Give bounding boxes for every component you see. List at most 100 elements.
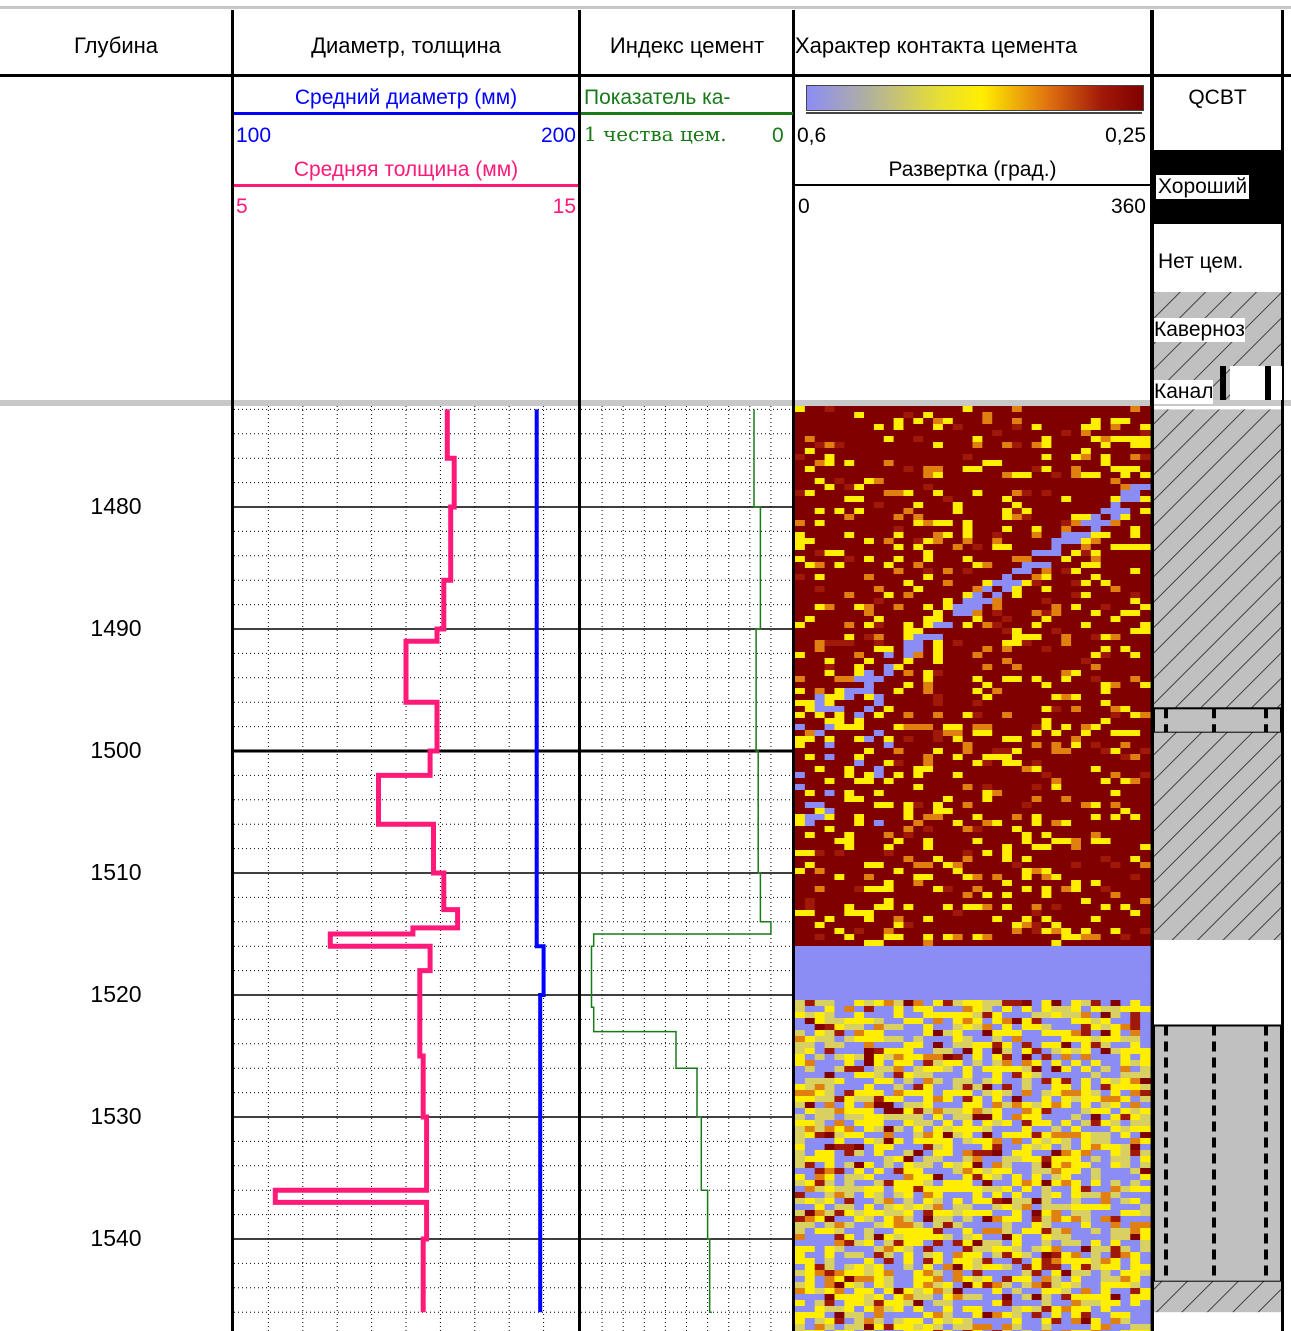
heatmap-cell xyxy=(1041,1072,1052,1079)
heatmap-cell xyxy=(795,736,806,743)
heatmap-cell xyxy=(1100,616,1112,623)
heatmap-cell xyxy=(1140,1024,1151,1031)
heatmap-cell xyxy=(1061,928,1072,935)
heatmap-cell xyxy=(1071,898,1082,905)
heatmap-cell xyxy=(1002,1066,1013,1073)
heatmap-cell xyxy=(1051,1150,1062,1157)
heatmap-cell xyxy=(1031,502,1043,509)
heatmap-cell xyxy=(913,868,924,875)
heatmap-cell xyxy=(962,580,974,587)
heatmap-cell xyxy=(1071,922,1082,929)
heatmap-cell xyxy=(1100,1114,1112,1121)
heatmap-cell xyxy=(1080,1066,1092,1073)
heatmap-cell xyxy=(795,970,806,977)
heatmap-cell xyxy=(883,928,895,935)
column-header-diameter[interactable]: Диаметр, толщина xyxy=(311,33,501,58)
heatmap-cell xyxy=(1002,1174,1013,1181)
heatmap-cell xyxy=(893,964,905,971)
column-header-contact[interactable]: Характер контакта цемента xyxy=(795,33,1078,58)
heatmap-cell xyxy=(883,1180,895,1187)
heatmap-cell xyxy=(854,832,865,839)
heatmap-cell xyxy=(814,736,826,743)
heatmap-cell xyxy=(1080,670,1092,677)
heatmap-cell xyxy=(795,1120,806,1127)
heatmap-cell xyxy=(1130,868,1141,875)
heatmap-cell xyxy=(1051,1072,1062,1079)
heatmap-cell xyxy=(1120,694,1131,701)
heatmap-cell xyxy=(824,1102,836,1109)
heatmap-cell xyxy=(814,982,826,989)
heatmap-cell xyxy=(893,868,905,875)
heatmap-cell xyxy=(1021,424,1033,431)
heatmap-cell xyxy=(873,682,885,689)
heatmap-cell xyxy=(864,610,875,617)
heatmap-cell xyxy=(1090,784,1102,791)
heatmap-cell xyxy=(1080,1204,1092,1211)
heatmap-cell xyxy=(824,586,836,593)
heatmap-cell xyxy=(1100,910,1112,917)
heatmap-cell xyxy=(814,586,826,593)
heatmap-cell xyxy=(1071,652,1082,659)
heatmap-cell xyxy=(913,994,924,1001)
heatmap-cell xyxy=(933,868,944,875)
heatmap-cell xyxy=(1140,1132,1151,1139)
heatmap-cell xyxy=(1090,868,1102,875)
heatmap-cell xyxy=(804,718,816,725)
heatmap-cell xyxy=(1120,964,1131,971)
heatmap-cell xyxy=(1080,1018,1092,1025)
heatmap-cell xyxy=(972,796,983,803)
heatmap-cell xyxy=(873,1150,885,1157)
heatmap-cell xyxy=(873,652,885,659)
heatmap-cell xyxy=(844,574,855,581)
heatmap-cell xyxy=(1031,928,1043,935)
heatmap-cell xyxy=(1100,754,1112,761)
heatmap-cell xyxy=(1031,892,1043,899)
heatmap-cell xyxy=(982,1114,993,1121)
heatmap-cell xyxy=(804,688,816,695)
column-header-cement-index[interactable]: Индекс цемент xyxy=(609,33,765,58)
heatmap-cell xyxy=(942,910,954,917)
heatmap-cell xyxy=(864,1156,875,1163)
heatmap-cell xyxy=(982,406,993,413)
heatmap-cell xyxy=(804,610,816,617)
heatmap-cell xyxy=(962,442,974,449)
heatmap-cell xyxy=(1021,454,1033,461)
heatmap-cell xyxy=(1090,892,1102,899)
heatmap-cell xyxy=(1021,1132,1033,1139)
heatmap-cell xyxy=(1002,478,1013,485)
heatmap-cell xyxy=(933,754,944,761)
heatmap-cell xyxy=(972,652,983,659)
heatmap-cell xyxy=(1120,898,1131,905)
heatmap-cell xyxy=(1021,472,1033,479)
heatmap-cell xyxy=(1130,556,1141,563)
heatmap-cell xyxy=(972,910,983,917)
heatmap-cell xyxy=(804,940,816,947)
heatmap-cell xyxy=(962,736,974,743)
heatmap-cell xyxy=(942,1018,954,1025)
heatmap-cell xyxy=(804,1186,816,1193)
heatmap-cell xyxy=(962,1204,974,1211)
heatmap-cell xyxy=(824,478,836,485)
heatmap-cell xyxy=(1120,982,1131,989)
heatmap-cell xyxy=(1011,766,1023,773)
heatmap-cell xyxy=(1041,922,1052,929)
column-header-depth[interactable]: Глубина xyxy=(73,33,159,58)
heatmap-cell xyxy=(982,958,993,965)
heatmap-cell xyxy=(933,610,944,617)
heatmap-cell xyxy=(903,718,914,725)
heatmap-cell xyxy=(1041,424,1052,431)
heatmap-cell xyxy=(854,1048,865,1055)
heatmap-cell xyxy=(992,1126,1003,1133)
heatmap-cell xyxy=(795,1000,806,1007)
heatmap-cell xyxy=(824,970,836,977)
heatmap-cell xyxy=(804,964,816,971)
heatmap-cell xyxy=(1002,742,1013,749)
heatmap-cell xyxy=(1051,670,1062,677)
heatmap-cell xyxy=(795,1156,806,1163)
heatmap-cell xyxy=(883,724,895,731)
heatmap-cell xyxy=(1051,616,1062,623)
heatmap-cell xyxy=(1021,694,1033,701)
heatmap-cell xyxy=(893,640,905,647)
heatmap-cell xyxy=(1051,1060,1062,1067)
heatmap-cell xyxy=(1090,490,1102,497)
